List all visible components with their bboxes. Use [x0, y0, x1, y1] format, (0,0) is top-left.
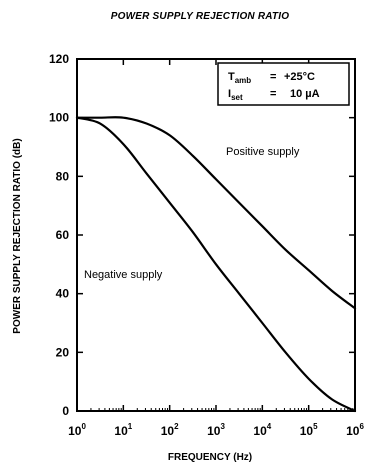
- y-tick-label: 0: [62, 404, 69, 418]
- series-label-positive: Positive supply: [226, 146, 300, 158]
- x-tick-label: 106: [346, 422, 364, 438]
- y-tick-label: 20: [56, 345, 70, 359]
- y-tick-label: 100: [49, 111, 69, 125]
- condition-temperature: Tamb = +25°C: [228, 71, 315, 85]
- y-tick-label: 80: [56, 169, 70, 183]
- series-line-negative-supply: [75, 116, 357, 413]
- conditions-legend: Tamb = +25°C Iset = 10 µA: [217, 62, 350, 106]
- chart-title: POWER SUPPLY REJECTION RATIO: [111, 11, 289, 22]
- x-tick-label: 103: [207, 422, 225, 438]
- axis-ticks: 0 20 40 60 80 100 120 100 101 102 103 104 105 106: [49, 52, 364, 438]
- condition-current: Iset = 10 µA: [228, 88, 320, 102]
- series-label-negative: Negative supply: [84, 269, 163, 281]
- x-tick-label: 102: [161, 422, 179, 438]
- y-tick-label: 60: [56, 228, 70, 242]
- conditions-box: [217, 62, 350, 106]
- x-axis-label: FREQUENCY (Hz): [168, 452, 252, 463]
- x-tick-label: 104: [253, 422, 271, 438]
- plot-frame: [76, 58, 356, 412]
- x-tick-label: 101: [114, 422, 132, 438]
- series-line-positive-supply: [75, 116, 357, 310]
- y-tick-label: 40: [56, 287, 70, 301]
- y-axis-label: POWER SUPPLY REJECTION RATIO (dB): [12, 138, 23, 333]
- x-tick-label: 105: [300, 422, 318, 438]
- x-tick-label: 100: [68, 422, 86, 438]
- series-layer: [75, 116, 357, 413]
- y-tick-label: 120: [49, 52, 69, 66]
